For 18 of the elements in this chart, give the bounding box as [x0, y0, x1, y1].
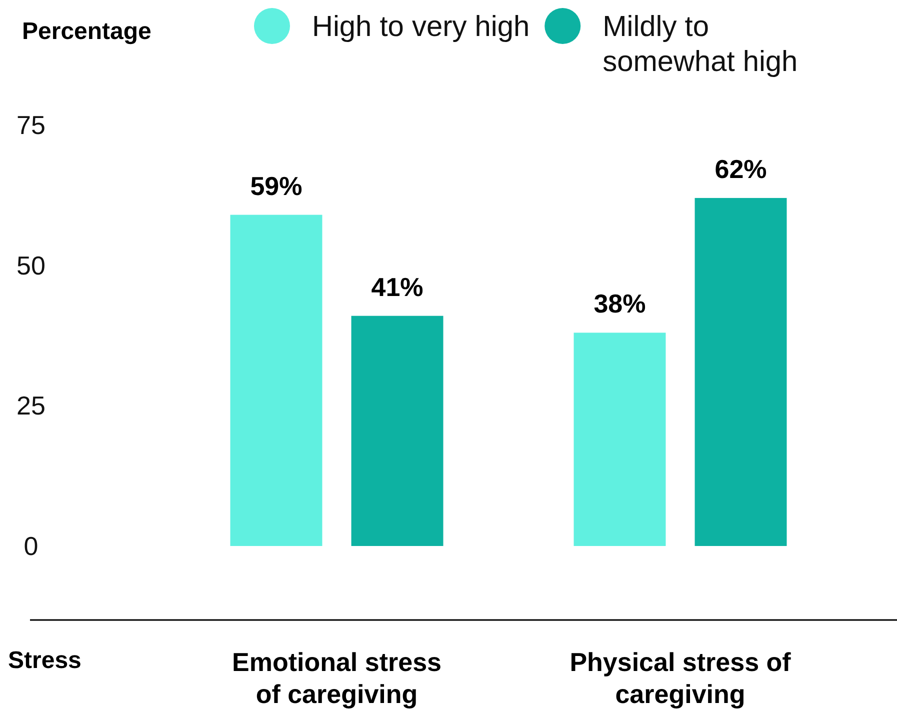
bar — [574, 332, 666, 546]
y-axis-title: Percentage — [22, 18, 152, 45]
y-tick-label: 50 — [16, 250, 46, 280]
bar — [694, 198, 787, 546]
data-label: 41% — [371, 272, 424, 302]
y-tick-label: 75 — [16, 110, 46, 140]
data-label: 59% — [250, 170, 302, 201]
x-tick-label: Physical stress of caregiving — [570, 647, 792, 709]
bar — [230, 214, 322, 546]
x-tick-label: Emotional stress of caregiving — [232, 647, 442, 709]
y-tick-label: 0 — [24, 531, 38, 561]
legend-label: High to very high — [312, 11, 530, 43]
x-axis-title: Stress — [8, 647, 82, 674]
y-tick-label: 25 — [16, 390, 46, 421]
data-label: 62% — [714, 154, 767, 184]
data-label: 38% — [594, 288, 646, 319]
bar — [351, 316, 444, 546]
legend-label: Mildly to somewhat high — [602, 11, 798, 78]
